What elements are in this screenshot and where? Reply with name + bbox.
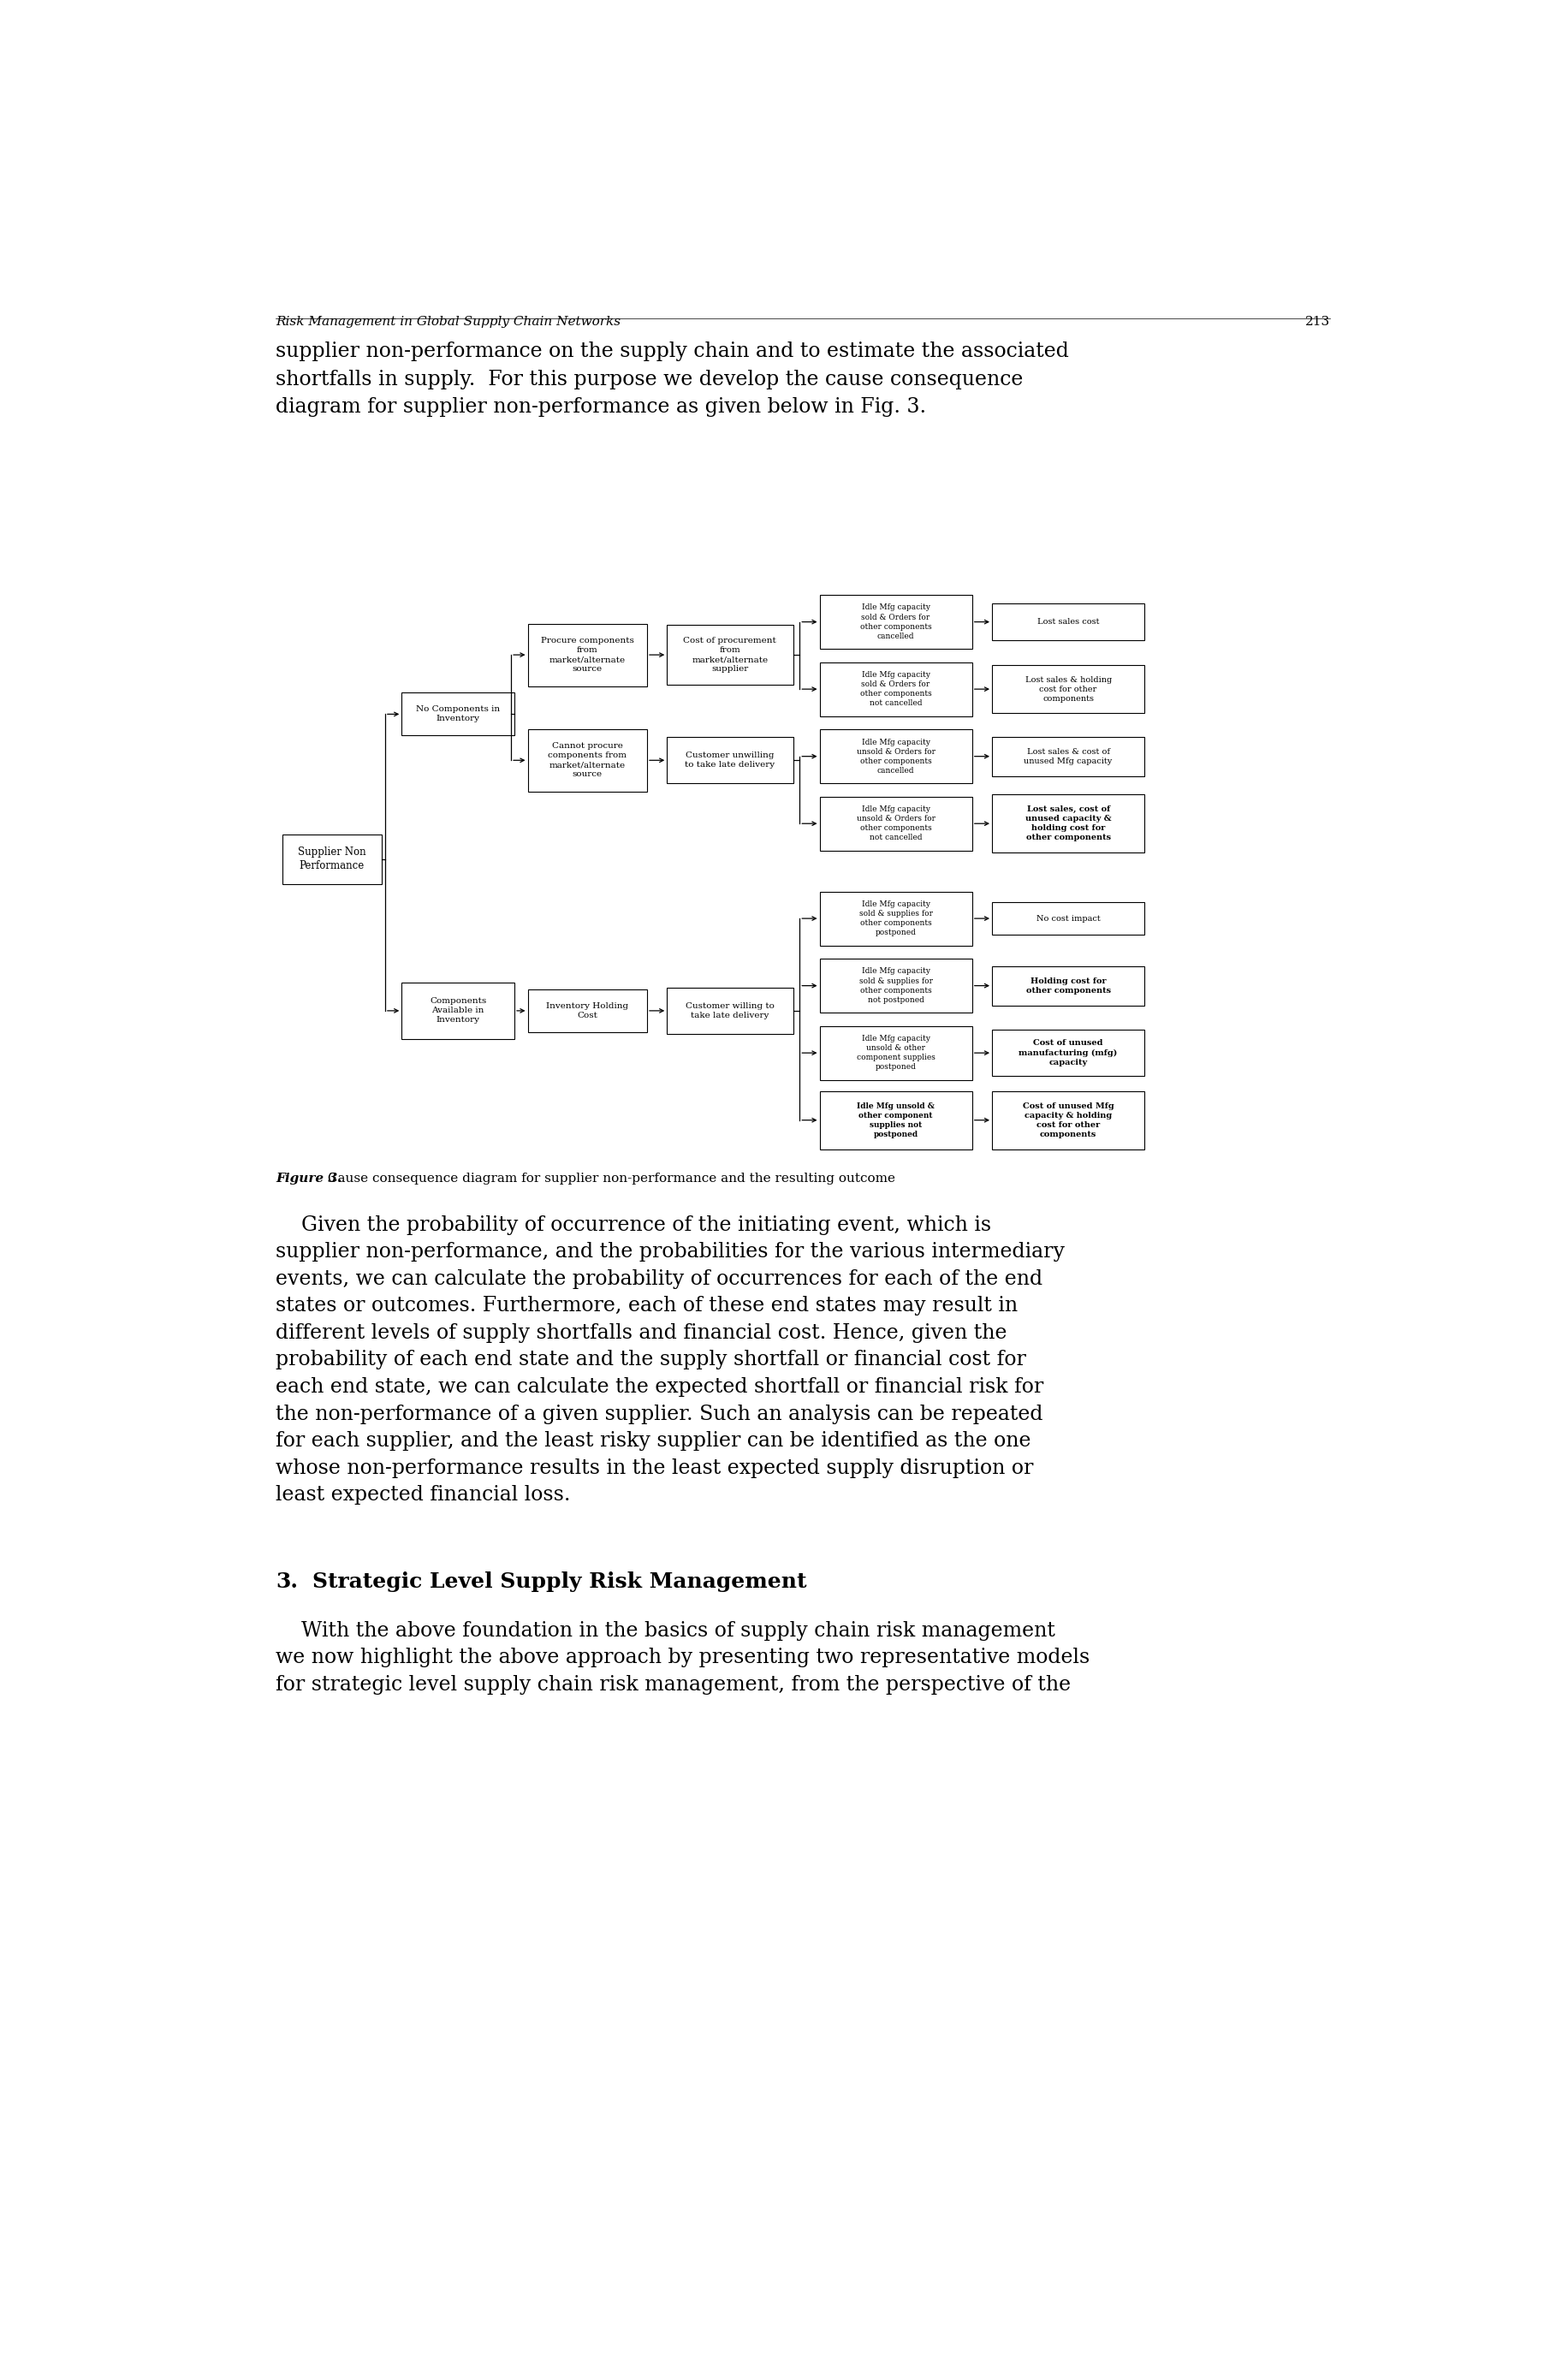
Text: diagram for supplier non-performance as given below in Fig. 3.: diagram for supplier non-performance as …	[276, 397, 927, 416]
Bar	[528, 988, 648, 1031]
Text: Supplier Non
Performance: Supplier Non Performance	[298, 846, 365, 872]
Text: Cause consequence diagram for supplier non-performance and the resulting outcome: Cause consequence diagram for supplier n…	[323, 1171, 895, 1183]
Text: least expected financial loss.: least expected financial loss.	[276, 1485, 571, 1504]
Text: Idle Mfg capacity
unsold & Orders for
other components
not cancelled: Idle Mfg capacity unsold & Orders for ot…	[856, 805, 935, 841]
Text: Idle Mfg capacity
sold & supplies for
other components
not postponed: Idle Mfg capacity sold & supplies for ot…	[859, 967, 933, 1003]
Text: whose non-performance results in the least expected supply disruption or: whose non-performance results in the lea…	[276, 1459, 1033, 1478]
Bar	[282, 834, 381, 884]
Text: Idle Mfg capacity
sold & supplies for
other components
postponed: Idle Mfg capacity sold & supplies for ot…	[859, 901, 933, 936]
Bar	[993, 1091, 1145, 1150]
Bar	[666, 625, 793, 684]
Text: different levels of supply shortfalls and financial cost. Hence, given the: different levels of supply shortfalls an…	[276, 1323, 1007, 1342]
Text: 213: 213	[1305, 316, 1330, 328]
Text: Strategic Level Supply Risk Management: Strategic Level Supply Risk Management	[312, 1571, 806, 1592]
Bar	[993, 1029, 1145, 1076]
Text: Cost of procurement
from
market/alternate
supplier: Cost of procurement from market/alternat…	[684, 637, 776, 672]
Bar	[820, 729, 972, 784]
Bar	[401, 984, 514, 1038]
Bar	[820, 1091, 972, 1150]
Text: Customer willing to
take late delivery: Customer willing to take late delivery	[685, 1003, 775, 1019]
Bar	[401, 694, 514, 737]
Bar	[528, 729, 648, 791]
Text: With the above foundation in the basics of supply chain risk management: With the above foundation in the basics …	[276, 1620, 1055, 1642]
Text: for each supplier, and the least risky supplier can be identified as the one: for each supplier, and the least risky s…	[276, 1430, 1030, 1452]
Text: Inventory Holding
Cost: Inventory Holding Cost	[546, 1003, 629, 1019]
Text: No Components in
Inventory: No Components in Inventory	[416, 706, 500, 722]
Text: Cost of unused Mfg
capacity & holding
cost for other
components: Cost of unused Mfg capacity & holding co…	[1022, 1102, 1113, 1138]
Text: Idle Mfg capacity
unsold & Orders for
other components
cancelled: Idle Mfg capacity unsold & Orders for ot…	[856, 739, 935, 775]
Bar	[820, 958, 972, 1012]
Text: Idle Mfg unsold &
other component
supplies not
postponed: Idle Mfg unsold & other component suppli…	[856, 1102, 935, 1138]
Text: Lost sales, cost of
unused capacity &
holding cost for
other components: Lost sales, cost of unused capacity & ho…	[1025, 805, 1112, 841]
Bar	[993, 903, 1145, 934]
Text: each end state, we can calculate the expected shortfall or financial risk for: each end state, we can calculate the exp…	[276, 1378, 1044, 1397]
Text: the non-performance of a given supplier. Such an analysis can be repeated: the non-performance of a given supplier.…	[276, 1404, 1043, 1423]
Bar	[820, 1026, 972, 1081]
Bar	[993, 665, 1145, 713]
Text: Figure 3.: Figure 3.	[276, 1171, 342, 1183]
Text: supplier non-performance on the supply chain and to estimate the associated: supplier non-performance on the supply c…	[276, 342, 1069, 361]
Text: Idle Mfg capacity
sold & Orders for
other components
not cancelled: Idle Mfg capacity sold & Orders for othe…	[859, 670, 931, 708]
Bar	[820, 594, 972, 649]
Bar	[666, 737, 793, 784]
Text: Customer unwilling
to take late delivery: Customer unwilling to take late delivery	[685, 751, 775, 770]
Text: shortfalls in supply.  For this purpose we develop the cause consequence: shortfalls in supply. For this purpose w…	[276, 371, 1022, 390]
Text: states or outcomes. Furthermore, each of these end states may result in: states or outcomes. Furthermore, each of…	[276, 1295, 1018, 1316]
Text: Lost sales cost: Lost sales cost	[1038, 618, 1099, 625]
Text: Cannot procure
components from
market/alternate
source: Cannot procure components from market/al…	[547, 741, 627, 779]
Text: No cost impact: No cost impact	[1036, 915, 1101, 922]
Text: Idle Mfg capacity
unsold & other
component supplies
postponed: Idle Mfg capacity unsold & other compone…	[856, 1036, 935, 1072]
Bar	[820, 891, 972, 946]
Bar	[666, 988, 793, 1034]
Text: Cost of unused
manufacturing (mfg)
capacity: Cost of unused manufacturing (mfg) capac…	[1019, 1038, 1118, 1067]
Text: for strategic level supply chain risk management, from the perspective of the: for strategic level supply chain risk ma…	[276, 1675, 1071, 1694]
Text: 3.: 3.	[276, 1571, 298, 1592]
Bar	[993, 794, 1145, 853]
Text: supplier non-performance, and the probabilities for the various intermediary: supplier non-performance, and the probab…	[276, 1243, 1065, 1262]
Text: Holding cost for
other components: Holding cost for other components	[1025, 977, 1110, 993]
Bar	[993, 737, 1145, 777]
Text: Given the probability of occurrence of the initiating event, which is: Given the probability of occurrence of t…	[276, 1214, 991, 1236]
Bar	[528, 623, 648, 687]
Text: Procure components
from
market/alternate
source: Procure components from market/alternate…	[541, 637, 633, 672]
Text: Components
Available in
Inventory: Components Available in Inventory	[430, 998, 486, 1024]
Bar	[820, 796, 972, 851]
Text: probability of each end state and the supply shortfall or financial cost for: probability of each end state and the su…	[276, 1350, 1025, 1371]
Bar	[820, 663, 972, 715]
Text: Lost sales & cost of
unused Mfg capacity: Lost sales & cost of unused Mfg capacity	[1024, 748, 1112, 765]
Bar	[993, 604, 1145, 639]
Text: Risk Management in Global Supply Chain Networks: Risk Management in Global Supply Chain N…	[276, 316, 621, 328]
Text: events, we can calculate the probability of occurrences for each of the end: events, we can calculate the probability…	[276, 1269, 1043, 1288]
Bar	[993, 967, 1145, 1005]
Text: Idle Mfg capacity
sold & Orders for
other components
cancelled: Idle Mfg capacity sold & Orders for othe…	[859, 604, 931, 639]
Text: Lost sales & holding
cost for other
components: Lost sales & holding cost for other comp…	[1025, 675, 1112, 703]
Text: we now highlight the above approach by presenting two representative models: we now highlight the above approach by p…	[276, 1649, 1090, 1668]
